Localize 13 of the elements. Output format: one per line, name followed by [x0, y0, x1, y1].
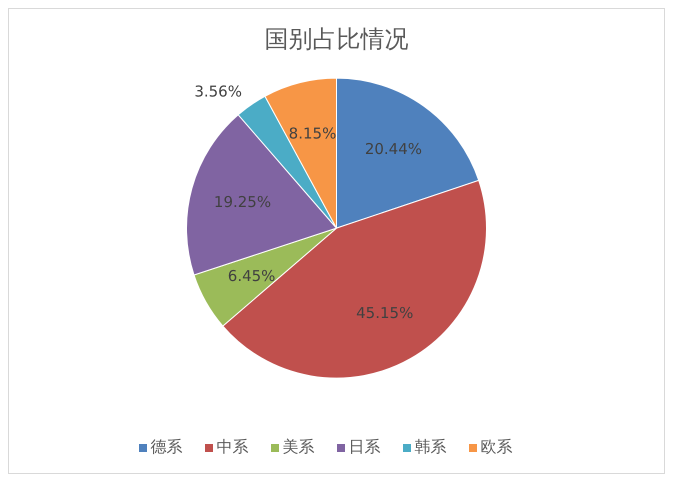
chart-title: 国别占比情况 [264, 24, 410, 55]
data-label: 20.44% [364, 140, 422, 158]
legend-label: 美系 [282, 437, 314, 456]
data-label: 3.56% [194, 82, 242, 101]
data-label: 45.15% [356, 304, 414, 322]
data-label: 6.45% [228, 267, 276, 286]
legend-label: 中系 [216, 437, 248, 456]
legend-label: 日系 [348, 437, 380, 456]
legend-label: 欧系 [480, 437, 512, 456]
legend-label: 德系 [150, 437, 182, 456]
data-label: 19.25% [214, 193, 272, 212]
legend-label: 韩系 [414, 437, 446, 456]
data-label: 8.15% [288, 124, 336, 143]
